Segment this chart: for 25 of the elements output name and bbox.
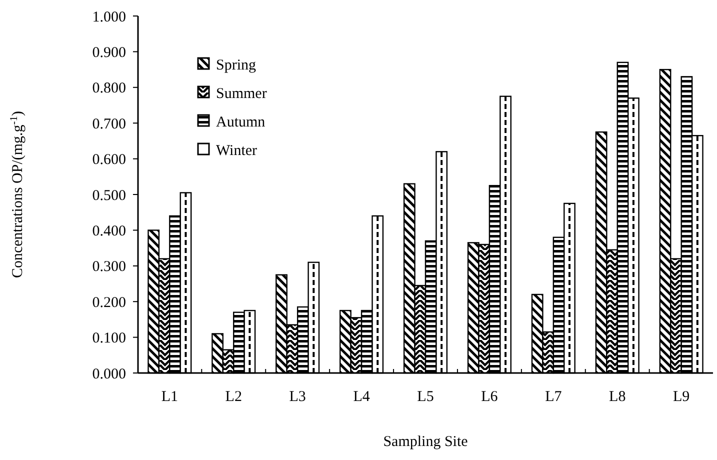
y-tick-label: 0.700 bbox=[92, 116, 126, 132]
x-tick-label: L9 bbox=[673, 389, 690, 405]
x-axis-title: Sampling Site bbox=[383, 434, 468, 450]
x-tick-label: L2 bbox=[225, 389, 242, 405]
y-tick-label: 0.800 bbox=[92, 80, 126, 97]
y-tick-label: 0.900 bbox=[92, 44, 126, 61]
y-tick-label: 0.400 bbox=[92, 223, 126, 240]
y-tick-label: 0.600 bbox=[92, 152, 126, 168]
legend-label: Spring bbox=[216, 57, 257, 74]
x-tick-label: L6 bbox=[481, 389, 498, 405]
y-tick-label: 0.100 bbox=[92, 330, 126, 347]
y-tick-label: 0.500 bbox=[92, 188, 126, 204]
legend-label: Summer bbox=[216, 86, 267, 102]
legend-label: Winter bbox=[216, 142, 258, 159]
y-tick-label: 0.300 bbox=[92, 259, 126, 276]
x-tick-label: L4 bbox=[353, 389, 370, 405]
x-tick-label: L1 bbox=[161, 389, 178, 405]
y-tick-label: 0.000 bbox=[92, 366, 126, 382]
y-tick-label: 1.000 bbox=[92, 9, 126, 26]
x-tick-label: L3 bbox=[289, 389, 306, 405]
x-tick-label: L8 bbox=[609, 389, 626, 405]
x-tick-label: L5 bbox=[417, 389, 434, 405]
x-tick-label: L7 bbox=[545, 389, 562, 405]
y-tick-label: 0.200 bbox=[92, 294, 126, 311]
legend-label: Autumn bbox=[216, 114, 266, 130]
